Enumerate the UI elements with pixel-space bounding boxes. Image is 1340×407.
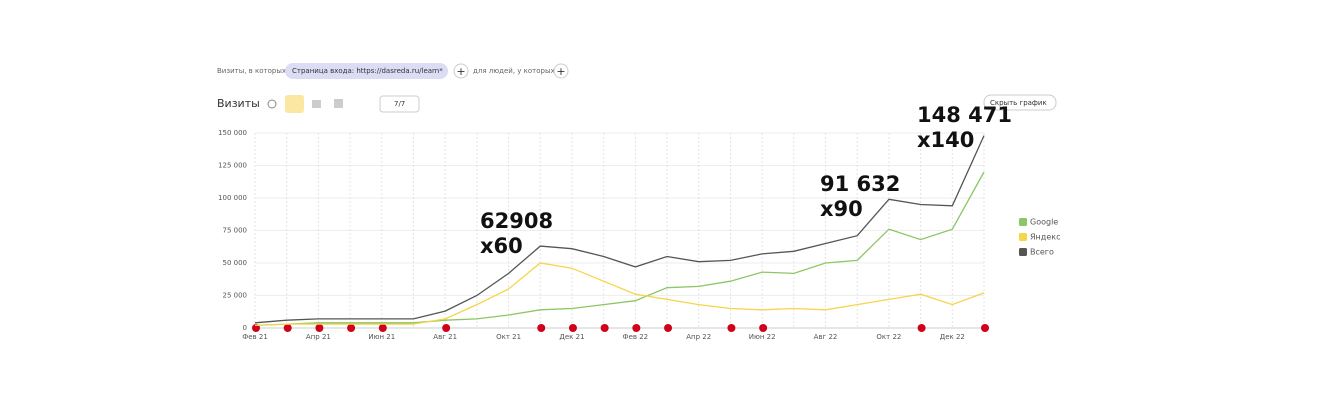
legend-label: Всего — [1030, 248, 1054, 257]
series-line — [254, 171, 985, 327]
event-marker — [759, 324, 768, 332]
series-button[interactable] — [379, 95, 420, 113]
legend-swatch — [1019, 248, 1027, 256]
event-marker — [442, 324, 451, 332]
add-icon: + — [456, 65, 465, 78]
filter-chip-bg[interactable] — [285, 63, 448, 79]
legend-label: Яндекс — [1030, 233, 1060, 242]
event-marker — [537, 324, 546, 332]
x-tick-label: Авг 21 — [433, 333, 457, 341]
event-marker — [917, 324, 926, 332]
bar-mode-button[interactable] — [334, 99, 343, 108]
y-tick-label: 75 000 — [223, 227, 248, 235]
event-marker — [727, 324, 736, 332]
legend-swatch — [1019, 233, 1027, 241]
series-line — [254, 262, 985, 327]
annotation: 62908 — [480, 209, 553, 233]
series-count: 7/7 — [394, 100, 405, 108]
event-marker — [315, 324, 324, 332]
y-tick-label: 150 000 — [218, 129, 247, 137]
event-marker — [252, 324, 260, 332]
y-tick-label: 125 000 — [218, 162, 247, 170]
series-line — [254, 135, 985, 324]
x-tick-label: Фев 21 — [242, 333, 268, 341]
line-mode-button[interactable] — [285, 95, 304, 113]
x-tick-label: Авг 22 — [814, 333, 838, 341]
annotation: 91 632 — [820, 172, 900, 196]
event-marker — [632, 324, 641, 332]
metric-title: Визиты — [217, 97, 260, 110]
filter-chip[interactable]: Страница входа: https://dasreda.ru/learn… — [292, 67, 443, 75]
event-marker — [347, 324, 356, 332]
event-marker — [568, 324, 577, 332]
x-tick-label: Окт 22 — [876, 333, 901, 341]
y-tick-label: 25 000 — [223, 292, 248, 300]
y-tick-label: 0 — [243, 324, 247, 332]
annotation: 148 471 — [917, 103, 1012, 127]
x-tick-label: Фев 22 — [623, 333, 649, 341]
filter-prefix: Визиты, в которых — [217, 67, 286, 75]
add-button[interactable] — [453, 63, 469, 79]
x-tick-label: Апр 21 — [306, 333, 331, 341]
x-tick-label: Апр 22 — [686, 333, 711, 341]
legend-label: Google — [1030, 218, 1058, 227]
y-tick-label: 100 000 — [218, 194, 247, 202]
add-button[interactable] — [553, 63, 569, 79]
y-tick-label: 50 000 — [223, 259, 248, 267]
event-marker — [664, 324, 673, 332]
annotation: x60 — [480, 234, 523, 258]
x-tick-label: Июн 21 — [368, 333, 395, 341]
x-tick-label: Окт 21 — [496, 333, 521, 341]
event-marker — [378, 324, 387, 332]
event-marker — [600, 324, 609, 332]
event-marker — [981, 324, 989, 332]
stack-mode-button[interactable] — [312, 100, 321, 108]
x-tick-label: Дек 22 — [940, 333, 965, 341]
legend-swatch — [1019, 218, 1027, 226]
x-tick-label: Дек 21 — [559, 333, 584, 341]
pie-mode-button[interactable] — [267, 99, 277, 109]
annotation: x140 — [917, 128, 974, 152]
filter-people: для людей, у которых — [473, 67, 555, 75]
hide-chart-button[interactable] — [983, 94, 1057, 111]
add-icon: + — [556, 65, 565, 78]
x-tick-label: Июн 22 — [749, 333, 776, 341]
annotation: x90 — [820, 197, 863, 221]
event-marker — [283, 324, 292, 332]
hide-chart: Скрыть график — [990, 99, 1047, 107]
